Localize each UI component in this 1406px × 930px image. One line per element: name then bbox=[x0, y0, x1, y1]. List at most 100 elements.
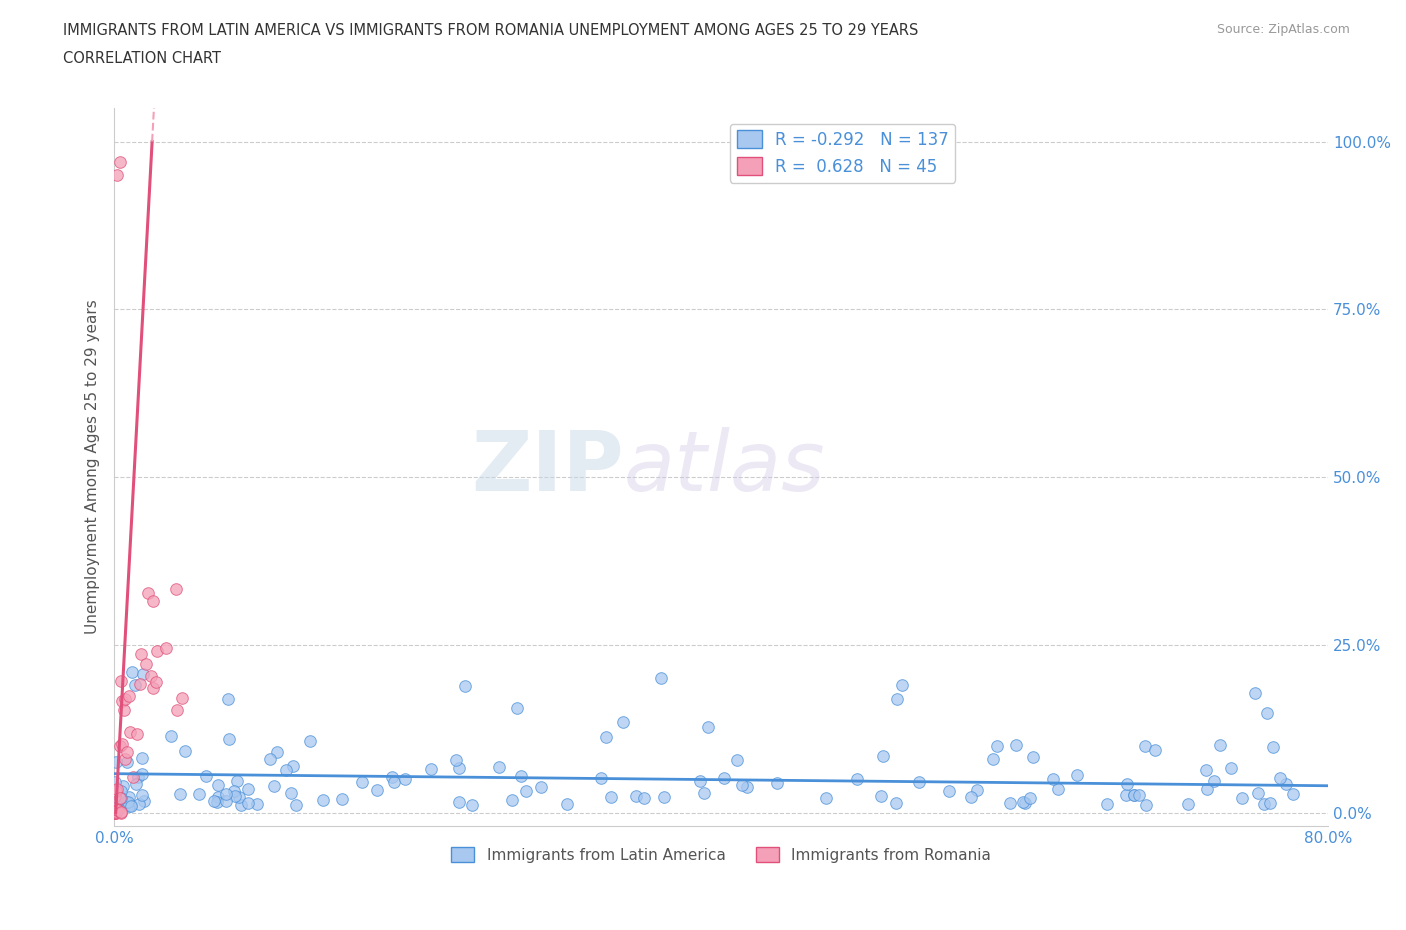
Point bbox=[107, 803, 129, 817]
Point bbox=[1177, 797, 1199, 812]
Point bbox=[447, 761, 470, 776]
Point bbox=[595, 730, 617, 745]
Point bbox=[612, 715, 634, 730]
Point bbox=[1066, 767, 1088, 782]
Point bbox=[110, 791, 132, 806]
Point bbox=[815, 791, 838, 806]
Point bbox=[111, 778, 134, 793]
Point bbox=[114, 752, 136, 767]
Point bbox=[872, 748, 894, 763]
Point bbox=[938, 784, 960, 799]
Point bbox=[118, 724, 141, 739]
Point bbox=[103, 805, 125, 820]
Y-axis label: Unemployment Among Ages 25 to 29 years: Unemployment Among Ages 25 to 29 years bbox=[86, 299, 100, 634]
Point bbox=[142, 594, 165, 609]
Point bbox=[110, 805, 132, 820]
Point bbox=[128, 797, 150, 812]
Point bbox=[515, 784, 537, 799]
Point bbox=[1122, 788, 1144, 803]
Point bbox=[966, 783, 988, 798]
Point bbox=[146, 644, 169, 658]
Point bbox=[103, 805, 125, 820]
Point bbox=[105, 167, 128, 182]
Point bbox=[222, 784, 245, 799]
Point bbox=[263, 778, 285, 793]
Point bbox=[1135, 798, 1157, 813]
Point bbox=[131, 766, 153, 781]
Text: CORRELATION CHART: CORRELATION CHART bbox=[63, 51, 221, 66]
Point bbox=[110, 673, 132, 688]
Point bbox=[285, 798, 308, 813]
Text: ZIP: ZIP bbox=[471, 427, 624, 508]
Point bbox=[125, 727, 148, 742]
Point bbox=[650, 671, 672, 685]
Point bbox=[845, 772, 868, 787]
Point bbox=[228, 790, 250, 804]
Point bbox=[110, 154, 132, 169]
Point bbox=[506, 701, 529, 716]
Point bbox=[117, 794, 139, 809]
Point bbox=[110, 738, 132, 753]
Point bbox=[207, 790, 229, 804]
Point bbox=[600, 790, 623, 804]
Point bbox=[1268, 771, 1291, 786]
Point bbox=[105, 804, 128, 818]
Point bbox=[155, 641, 177, 656]
Point bbox=[105, 801, 128, 816]
Point bbox=[350, 774, 373, 789]
Point bbox=[382, 775, 405, 790]
Point bbox=[246, 796, 269, 811]
Point bbox=[121, 664, 143, 679]
Point bbox=[652, 790, 675, 804]
Point bbox=[170, 690, 193, 705]
Point bbox=[224, 789, 246, 804]
Point bbox=[108, 790, 131, 805]
Point bbox=[114, 692, 136, 707]
Point bbox=[366, 782, 388, 797]
Point bbox=[105, 804, 128, 819]
Point bbox=[166, 703, 188, 718]
Point bbox=[131, 751, 153, 765]
Point bbox=[136, 585, 159, 600]
Point bbox=[1012, 794, 1035, 809]
Point bbox=[125, 777, 148, 792]
Point bbox=[1194, 763, 1216, 777]
Point bbox=[120, 797, 142, 812]
Point bbox=[104, 805, 127, 820]
Point bbox=[105, 754, 128, 769]
Point bbox=[159, 728, 181, 743]
Point bbox=[129, 646, 152, 661]
Point bbox=[981, 751, 1004, 766]
Point bbox=[215, 786, 238, 801]
Point bbox=[454, 678, 477, 693]
Point bbox=[766, 775, 789, 790]
Point bbox=[1232, 790, 1254, 805]
Point bbox=[104, 805, 127, 820]
Point bbox=[120, 798, 142, 813]
Point bbox=[104, 775, 127, 790]
Point bbox=[488, 760, 510, 775]
Legend: Immigrants from Latin America, Immigrants from Romania: Immigrants from Latin America, Immigrant… bbox=[446, 841, 997, 869]
Point bbox=[103, 805, 125, 820]
Point bbox=[447, 794, 470, 809]
Point bbox=[1115, 777, 1137, 791]
Point bbox=[104, 789, 127, 804]
Point bbox=[693, 786, 716, 801]
Point bbox=[276, 763, 298, 777]
Point bbox=[501, 793, 523, 808]
Point bbox=[117, 754, 139, 769]
Point bbox=[1253, 797, 1275, 812]
Point bbox=[1197, 782, 1219, 797]
Point bbox=[122, 769, 145, 784]
Point bbox=[633, 790, 655, 805]
Point bbox=[1275, 777, 1298, 791]
Point bbox=[1128, 788, 1150, 803]
Point bbox=[205, 795, 228, 810]
Point bbox=[281, 759, 304, 774]
Point bbox=[111, 737, 134, 751]
Point bbox=[225, 773, 247, 788]
Point bbox=[960, 790, 983, 804]
Point bbox=[696, 720, 718, 735]
Point bbox=[231, 798, 253, 813]
Point bbox=[169, 787, 191, 802]
